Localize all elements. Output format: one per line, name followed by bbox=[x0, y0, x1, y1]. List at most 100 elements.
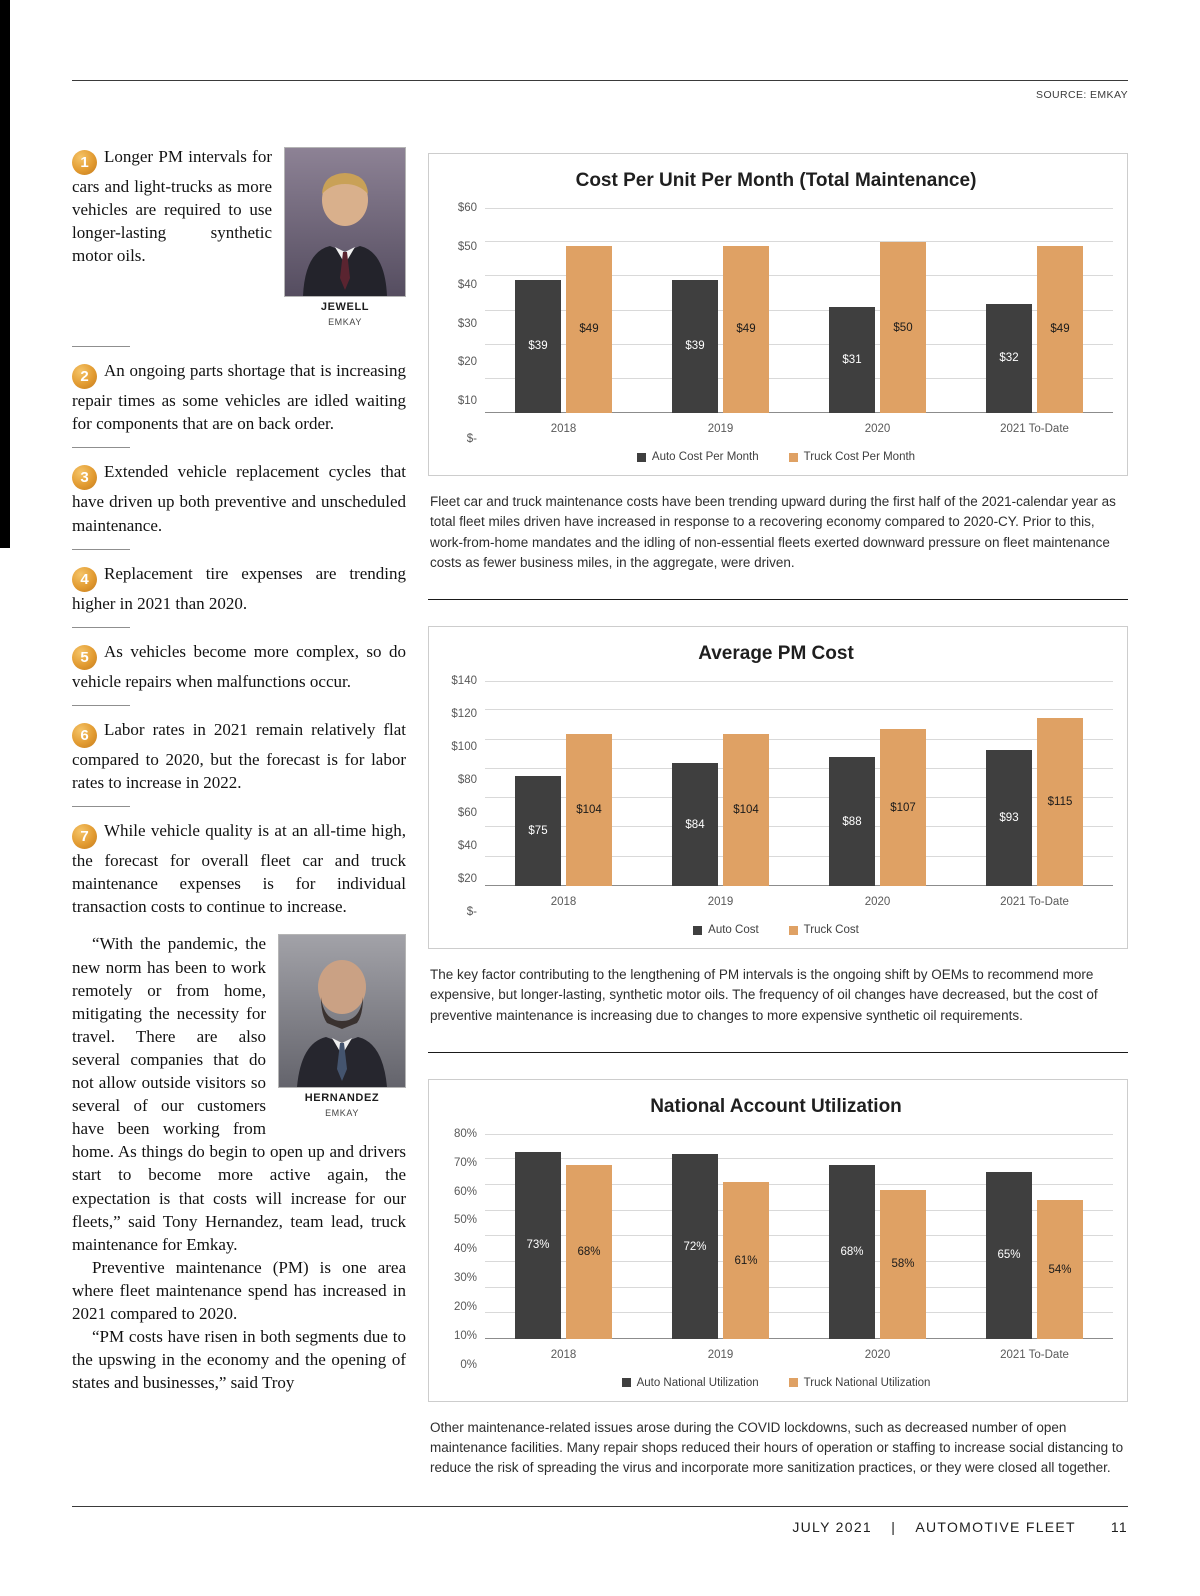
y-axis: $- $20 $40 $60 $80 $100 $120 $140 bbox=[439, 675, 485, 918]
quote-paragraph: HERNANDEZ EMKAY “With the pandemic, the … bbox=[72, 932, 406, 1256]
legend-swatch bbox=[788, 1378, 798, 1388]
legend-item: Auto National Utilization bbox=[621, 1377, 759, 1389]
plot-area: $39 $49 2018 $39 $49 2019 $31 $50 2020 $32 $49 2021… bbox=[485, 208, 1113, 435]
bar: $31 bbox=[829, 307, 875, 413]
footer-separator: | bbox=[891, 1519, 897, 1535]
item-text: Replacement tire expenses are trending h… bbox=[72, 563, 406, 613]
numbered-item-2: 2 An ongoing parts shortage that is incre… bbox=[72, 359, 406, 435]
bar-group: $31 $50 2020 bbox=[829, 208, 926, 435]
footer-issue-date: JULY 2021 bbox=[792, 1519, 872, 1535]
footer-magazine-name: AUTOMOTIVE FLEET bbox=[915, 1519, 1076, 1535]
article-column: JEWELL EMKAY 1 Longer PM intervals for ca… bbox=[72, 123, 406, 1479]
legend-swatch bbox=[788, 925, 798, 935]
x-axis-label: 2021 To-Date bbox=[1000, 896, 1069, 908]
gridline bbox=[485, 241, 1113, 243]
y-axis-tick-label: 60% bbox=[453, 1185, 477, 1198]
numbered-item-1: JEWELL EMKAY 1 Longer PM intervals for ca… bbox=[72, 145, 406, 334]
footer-page-number: 11 bbox=[1110, 1519, 1128, 1535]
bar-groups: $39 $49 2018 $39 $49 2019 $31 $50 2020 $32 $49 2021… bbox=[485, 208, 1113, 435]
source-credit: SOURCE: EMKAY bbox=[1036, 89, 1128, 101]
bar-value-label: $39 bbox=[685, 340, 705, 353]
y-axis-tick-label: 80% bbox=[453, 1127, 477, 1140]
x-axis-label: 2020 bbox=[864, 1348, 891, 1361]
bar-group: 72% 61% 2019 bbox=[672, 1134, 769, 1361]
chart-section-1: Cost Per Unit Per Month (Total Maintenan… bbox=[428, 153, 1128, 573]
y-axis-tick-label: $80 bbox=[457, 774, 477, 786]
x-axis-label: 2018 bbox=[550, 1348, 577, 1361]
y-axis-tick-label: 10% bbox=[453, 1329, 477, 1342]
chart-body: $- $10 $20 $30 $40 $50 $60 $39 $49 2018 $39 $49 2019… bbox=[439, 202, 1113, 445]
chart-title: Cost Per Unit Per Month (Total Maintenan… bbox=[575, 170, 977, 191]
gridline bbox=[485, 826, 1113, 828]
portrait-image-jewell bbox=[284, 147, 406, 297]
x-axis-label: 2019 bbox=[707, 423, 734, 435]
photo-caption: HERNANDEZ EMKAY bbox=[278, 1091, 406, 1119]
legend-swatch bbox=[621, 1378, 631, 1388]
bar: $104 bbox=[566, 733, 612, 886]
bar-group: $32 $49 2021 To-Date bbox=[986, 208, 1083, 435]
y-axis-tick-label: 40% bbox=[453, 1243, 477, 1256]
gridline bbox=[485, 1235, 1113, 1237]
gridline bbox=[485, 1209, 1113, 1211]
x-axis-label: 2018 bbox=[550, 896, 577, 908]
item-number-badge: 6 bbox=[72, 722, 97, 748]
bar: $39 bbox=[672, 279, 718, 413]
legend-label: Truck Cost bbox=[803, 924, 859, 936]
legend-label: Auto Cost bbox=[708, 924, 759, 936]
legend-swatch bbox=[636, 452, 646, 462]
item-divider bbox=[72, 346, 130, 348]
bar-value-label: 72% bbox=[683, 1240, 707, 1253]
item-divider bbox=[72, 806, 130, 808]
bar-chart: Average PM Cost $- $20 $40 $60 $80 $100 $120 $14… bbox=[428, 626, 1128, 949]
bar: 73% bbox=[515, 1151, 561, 1339]
bar-value-label: $32 bbox=[999, 352, 1019, 365]
gridline bbox=[485, 681, 1113, 682]
item-number-badge: 1 bbox=[72, 150, 97, 175]
plot-area: 73% 68% 2018 72% 61% 2019 68% 58% 2020 65% 54% 2021… bbox=[485, 1133, 1113, 1361]
bar: 58% bbox=[880, 1190, 926, 1339]
y-axis-tick-label: $60 bbox=[457, 807, 477, 819]
gridline bbox=[485, 309, 1113, 311]
item-text: Labor rates in 2021 remain relatively fl… bbox=[72, 719, 406, 792]
bar: $107 bbox=[880, 729, 926, 886]
legend-item: Truck National Utilization bbox=[788, 1377, 930, 1389]
y-axis-tick-label: 50% bbox=[453, 1214, 477, 1227]
y-axis-tick-label: $100 bbox=[451, 741, 477, 753]
gridline bbox=[485, 1133, 1113, 1135]
item-number-badge: 5 bbox=[72, 644, 97, 670]
average-pm-cost-chart: Average PM Cost $- $20 $40 $60 $80 $100 $120 $14… bbox=[428, 626, 1128, 949]
y-axis-tick-label: $20 bbox=[457, 873, 477, 885]
bar: $88 bbox=[829, 757, 875, 886]
chart-legend: Auto National Utilization Truck National … bbox=[439, 1377, 1113, 1389]
gridline bbox=[485, 208, 1113, 209]
page-footer: JULY 2021 | AUTOMOTIVE FLEET 11 bbox=[72, 1506, 1128, 1535]
y-axis-tick-label: $140 bbox=[451, 675, 477, 687]
gridline bbox=[485, 885, 1113, 886]
y-axis-tick-label: $10 bbox=[457, 394, 477, 407]
y-axis-tick-label: $20 bbox=[457, 356, 477, 369]
portrait-image-hernandez bbox=[278, 934, 406, 1089]
x-axis-label: 2018 bbox=[550, 423, 577, 435]
legend-label: Truck Cost Per Month bbox=[803, 451, 916, 463]
bar-value-label: $115 bbox=[1047, 795, 1073, 808]
y-axis-tick-label: $- bbox=[466, 906, 477, 918]
bar-value-label: $75 bbox=[528, 825, 548, 838]
y-axis-tick-label: $- bbox=[466, 433, 477, 445]
section-divider bbox=[428, 599, 1128, 600]
x-axis-label: 2021 To-Date bbox=[1000, 1348, 1069, 1361]
photo-caption: JEWELL EMKAY bbox=[284, 300, 406, 328]
charts-column: Cost Per Unit Per Month (Total Maintenan… bbox=[428, 123, 1128, 1479]
bar-value-label: 73% bbox=[526, 1239, 550, 1252]
gridline bbox=[485, 1312, 1113, 1314]
bar-group: $75 $104 2018 bbox=[515, 681, 612, 908]
item-number-badge: 2 bbox=[72, 364, 97, 390]
gridline bbox=[485, 377, 1113, 379]
item-number-badge: 4 bbox=[72, 566, 97, 592]
bar-value-label: $93 bbox=[999, 811, 1019, 824]
bar: 65% bbox=[986, 1172, 1032, 1339]
item-divider bbox=[72, 548, 130, 550]
item-divider bbox=[72, 626, 130, 628]
bar: 54% bbox=[1037, 1200, 1083, 1339]
bar-group: $93 $115 2021 To-Date bbox=[986, 681, 1083, 908]
bar-groups: 73% 68% 2018 72% 61% 2019 68% 58% 2020 65% 54% 2021… bbox=[485, 1134, 1113, 1361]
